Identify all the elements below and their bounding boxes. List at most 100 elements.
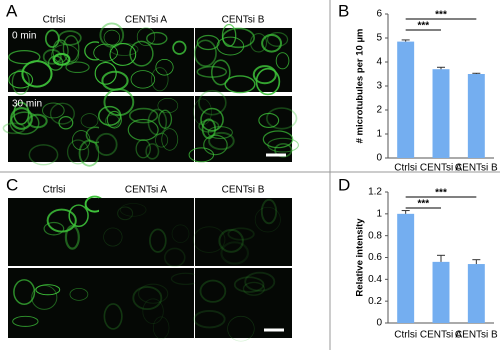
cell bbox=[193, 309, 226, 329]
cell bbox=[103, 303, 123, 330]
y-tick-label: 0.6 bbox=[368, 252, 382, 263]
cell bbox=[196, 34, 220, 51]
cell bbox=[200, 107, 224, 132]
cell bbox=[153, 316, 170, 340]
cell bbox=[216, 36, 245, 56]
cell bbox=[130, 70, 156, 89]
cell bbox=[10, 107, 33, 130]
cell bbox=[8, 70, 34, 89]
panel-letter: B bbox=[338, 1, 349, 20]
micrograph bbox=[8, 268, 105, 338]
cell bbox=[68, 204, 89, 228]
column-label: CENTsi B bbox=[222, 15, 265, 26]
column-label: Ctrlsi bbox=[43, 15, 66, 26]
cell bbox=[117, 206, 134, 221]
x-tick-label: CENTsi B bbox=[455, 163, 498, 174]
cell bbox=[151, 67, 169, 92]
cell bbox=[11, 69, 30, 95]
cell bbox=[42, 49, 62, 65]
y-tick-label: 1 bbox=[376, 208, 382, 219]
cell bbox=[80, 113, 99, 128]
cell bbox=[35, 284, 61, 296]
error-bar bbox=[472, 259, 481, 265]
cell bbox=[196, 65, 228, 78]
row-label: 0 min bbox=[12, 31, 36, 42]
cell bbox=[192, 226, 226, 254]
x-tick-label: CENTsi A bbox=[420, 163, 463, 174]
cell bbox=[132, 285, 163, 311]
cell bbox=[109, 43, 137, 66]
cell bbox=[51, 44, 80, 66]
cell bbox=[227, 227, 255, 241]
cell bbox=[136, 27, 156, 46]
cell bbox=[266, 32, 289, 47]
micrograph bbox=[195, 198, 292, 266]
cell bbox=[12, 315, 39, 327]
micrographs: 0 min 30 min bbox=[2, 22, 299, 342]
significance-label: *** bbox=[435, 10, 447, 21]
cell bbox=[149, 228, 167, 253]
column-label: CENTsi B bbox=[222, 185, 265, 196]
bar bbox=[397, 213, 415, 323]
cell bbox=[64, 224, 80, 250]
cell bbox=[260, 198, 278, 225]
y-axis-label: Relative intensity bbox=[355, 218, 366, 297]
cell bbox=[233, 276, 265, 293]
cell bbox=[142, 298, 164, 325]
cell bbox=[58, 116, 74, 130]
cell bbox=[13, 101, 30, 125]
cell bbox=[62, 35, 80, 63]
y-tick-label: 0 bbox=[376, 153, 382, 164]
cell bbox=[249, 32, 268, 53]
cell bbox=[198, 89, 227, 116]
cell bbox=[28, 144, 59, 166]
y-axis-label: # microtubules per 10 µm bbox=[355, 29, 366, 144]
cell bbox=[258, 112, 280, 128]
cell bbox=[95, 132, 118, 156]
cell bbox=[265, 107, 298, 130]
cell bbox=[199, 279, 227, 303]
panel-letter: D bbox=[338, 175, 350, 194]
cell bbox=[65, 61, 90, 74]
cell bbox=[135, 139, 151, 159]
cell bbox=[44, 29, 60, 48]
bar bbox=[467, 264, 485, 323]
cell bbox=[254, 206, 281, 233]
y-tick-label: 4 bbox=[376, 57, 382, 68]
cell bbox=[9, 111, 40, 135]
cell bbox=[208, 131, 235, 151]
significance-label: *** bbox=[417, 21, 429, 32]
x-tick-label: Ctrlsi bbox=[394, 330, 417, 341]
cell bbox=[146, 31, 168, 46]
cell bbox=[252, 65, 277, 85]
cell bbox=[21, 60, 53, 88]
bar bbox=[397, 41, 415, 158]
cell bbox=[244, 271, 276, 292]
column-label: Ctrlsi bbox=[43, 185, 66, 196]
y-tick-label: 6 bbox=[376, 9, 382, 20]
cell bbox=[193, 39, 217, 67]
cell bbox=[128, 107, 159, 124]
cell bbox=[137, 283, 169, 304]
panel-letter: C bbox=[6, 175, 18, 194]
cell bbox=[262, 130, 294, 149]
cell bbox=[163, 247, 186, 268]
cell bbox=[157, 98, 179, 114]
cell bbox=[155, 59, 174, 76]
cell bbox=[94, 61, 117, 85]
micrograph bbox=[99, 268, 194, 338]
cell bbox=[274, 143, 293, 158]
micrograph bbox=[195, 268, 292, 338]
cell bbox=[42, 102, 65, 119]
column-label: CENTsi A bbox=[125, 15, 168, 26]
cell bbox=[93, 43, 118, 62]
x-tick-label: CENTsi B bbox=[455, 330, 498, 341]
cell bbox=[242, 281, 266, 296]
cell bbox=[218, 228, 244, 253]
bar bbox=[467, 74, 485, 158]
panel-letter: A bbox=[6, 1, 18, 20]
cell bbox=[227, 315, 255, 342]
y-tick-label: 1 bbox=[376, 129, 382, 140]
